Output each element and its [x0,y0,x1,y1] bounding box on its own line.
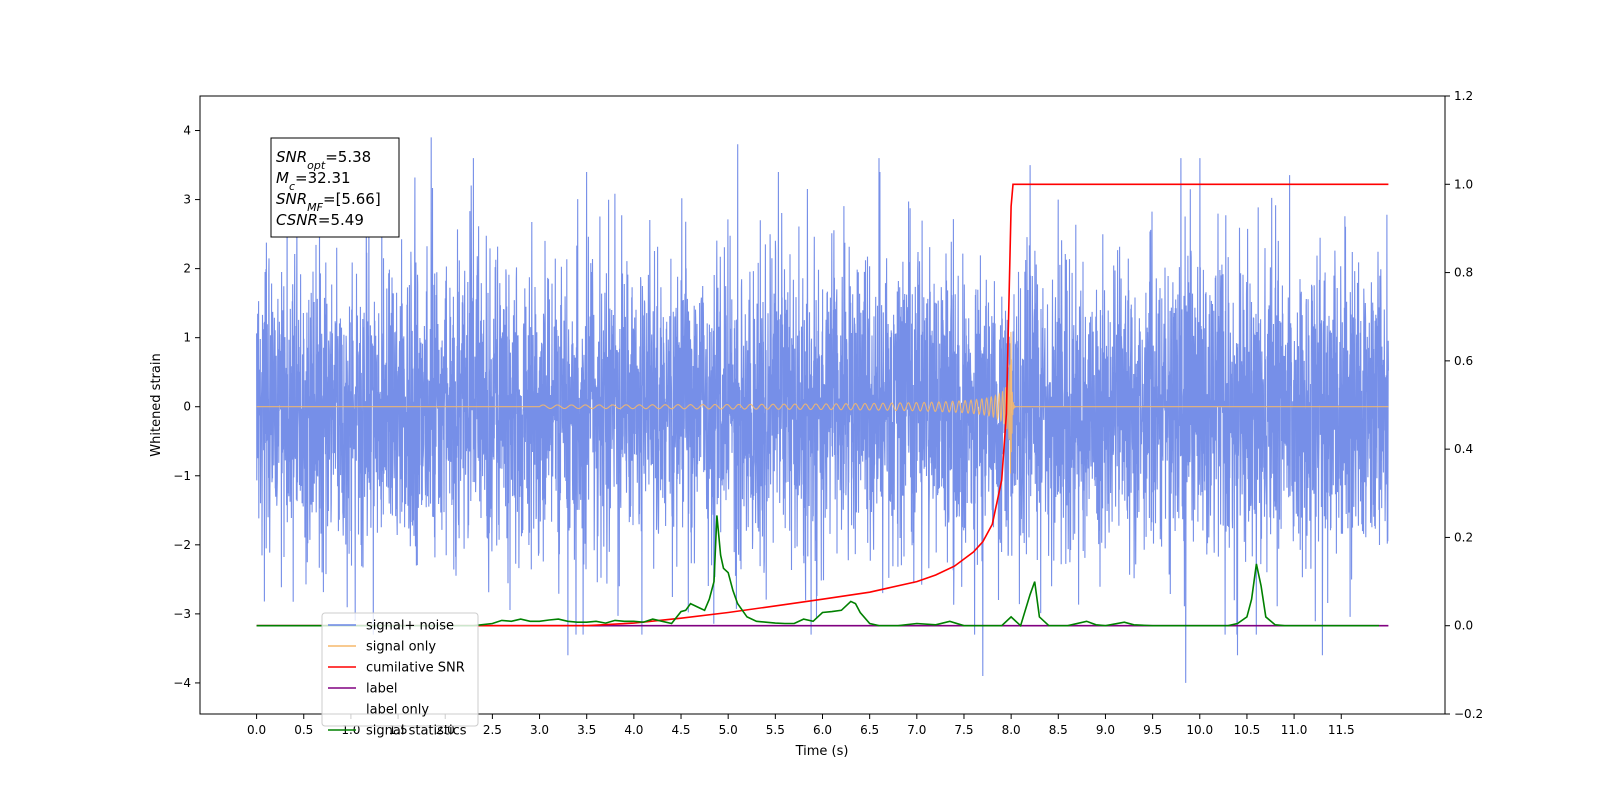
annotation-value: =[5.66] [323,190,381,208]
y-right-tick-label: 1.2 [1454,89,1473,103]
y-right-tick-label: 0.8 [1454,266,1473,280]
y-left-tick-label: −4 [173,676,191,690]
x-axis-label: Time (s) [795,744,849,759]
x-tick-label: 9.0 [1096,723,1115,737]
x-tick-label: 10.5 [1234,723,1261,737]
x-tick-label: 3.5 [577,723,596,737]
legend-label: label only [366,703,429,718]
annotation-value: =32.31 [295,169,351,187]
annotation-line: SNRMF=[5.66] [276,190,381,214]
annotation-symbol: CSNR [276,211,318,229]
x-tick-label: 0.5 [294,723,313,737]
x-tick-label: 2.5 [483,723,502,737]
y-right-tick-label: 0.0 [1454,619,1473,633]
y-left-tick-label: 4 [183,124,191,138]
legend-label: signal statistics [366,724,467,739]
y-left-tick-label: 0 [183,400,191,414]
signal-only-series [256,331,1389,474]
legend-label: cumilative SNR [366,661,465,676]
y-right-tick-label: 0.4 [1454,442,1473,456]
series-signal-noise-line [256,137,1389,683]
x-tick-label: 3.0 [530,723,549,737]
annotation-line: CSNR=5.49 [276,211,364,229]
y-right-tick-label: 0.2 [1454,530,1473,544]
signal-noise-series [256,137,1389,683]
annotation-line: Mc=32.31 [276,169,351,193]
x-axis: 0.0 0.5 1.0 1.5 2.0 2.5 3.0 3.5 4.0 4.5 5.0 5.5 6.0 6… [247,714,1355,737]
series-cumulative-snr-line [256,183,1389,627]
annotation-value: =5.38 [325,148,371,166]
annotation-symbol: SNR [276,148,307,166]
y-left-tick-label: −2 [173,538,191,552]
x-tick-label: 11.5 [1328,723,1355,737]
y-axis-right: −0.2 0.0 0.2 0.4 0.6 0.8 1.0 1.2 [1445,89,1483,721]
annotation-line: SNRopt=5.38 [276,148,371,172]
legend-frame [321,612,479,727]
y-right-tick-label: −0.2 [1454,707,1483,721]
x-tick-label: 5.0 [719,723,738,737]
annotation-symbol: M [276,169,289,187]
annotation-symbol: SNR [276,190,307,208]
y-left-tick-label: 1 [183,331,191,345]
x-tick-label: 9.5 [1143,723,1162,737]
x-tick-label: 11.0 [1281,723,1308,737]
x-tick-label: 5.5 [766,723,785,737]
y-left-tick-label: −1 [173,469,191,483]
x-tick-label: 4.5 [671,723,690,737]
legend-label: signal only [366,640,436,655]
x-tick-label: 8.0 [1002,723,1021,737]
y-right-tick-label: 0.6 [1454,354,1473,368]
legend: signal+ noise signal only cumilative SNR la… [321,612,479,739]
y-left-tick-label: −3 [173,607,191,621]
annotation-value: =5.49 [318,211,364,229]
y-axis-label: Whitened strain [149,353,164,456]
x-tick-label: 0.0 [247,723,266,737]
legend-label: signal+ noise [366,619,454,634]
y-axis-left: −4 −3 −2 −1 0 1 2 3 4 [173,124,200,690]
y-right-tick-label: 1.0 [1454,177,1473,191]
annotation-subscript: MF [307,201,323,214]
x-tick-label: 6.0 [813,723,832,737]
annotation-subscript: opt [307,159,326,172]
series-signal-only-line [256,331,1389,474]
annotation-frame [270,137,400,238]
series-signal-statistics-line [256,515,1379,628]
annotation-subscript: c [289,180,295,193]
x-tick-label: 8.5 [1049,723,1068,737]
x-tick-label: 7.5 [954,723,973,737]
x-tick-label: 4.0 [624,723,643,737]
legend-label: label [366,682,397,697]
x-tick-label: 10.0 [1186,723,1213,737]
x-tick-label: 7.0 [907,723,926,737]
y-left-tick-label: 2 [183,262,191,276]
y-left-tick-label: 3 [183,193,191,207]
x-tick-label: 6.5 [860,723,879,737]
